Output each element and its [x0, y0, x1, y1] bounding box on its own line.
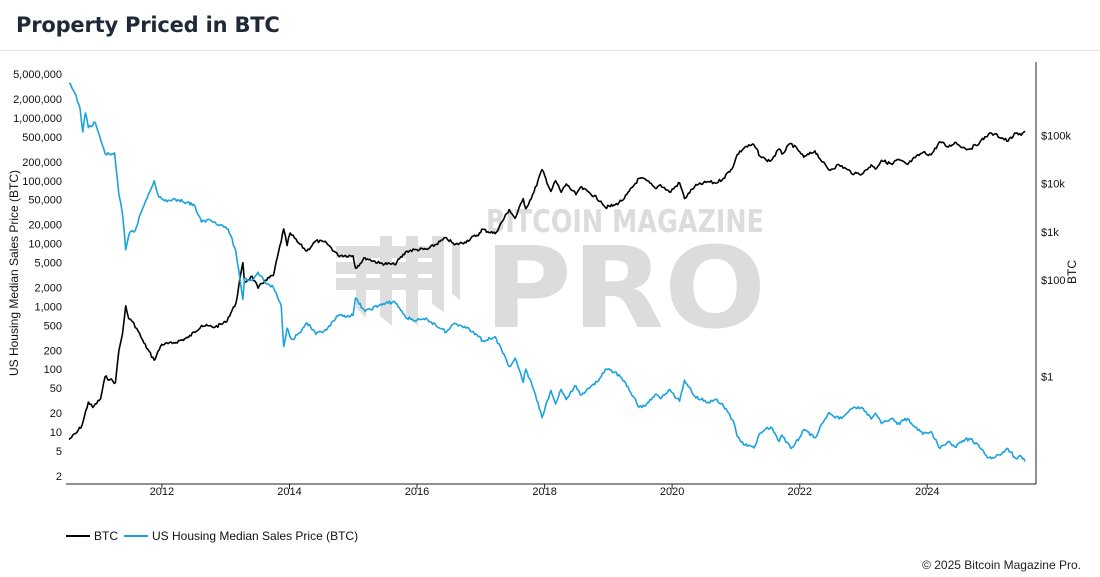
watermark: BITCOIN MAGAZINE PRO [336, 204, 766, 354]
left-axis-tick-label: 100 [44, 364, 62, 376]
right-axis-tick-label: $1k [1041, 227, 1059, 239]
chart-legend: BTC US Housing Median Sales Price (BTC) [66, 529, 364, 543]
left-axis-tick-label: 500,000 [22, 132, 62, 144]
right-axis-tick-label: $1 [1041, 372, 1053, 384]
left-axis-tick-label: 2 [56, 471, 62, 483]
page-title: Property Priced in BTC [16, 13, 280, 37]
x-axis-tick-label: 2012 [150, 486, 174, 498]
right-axis-title: BTC [1065, 260, 1079, 284]
x-axis-tick-label: 2018 [532, 486, 556, 498]
watermark-logo-mark [336, 236, 460, 326]
legend-item-housing[interactable]: US Housing Median Sales Price (BTC) [124, 529, 358, 543]
x-axis-tick-label: 2014 [277, 486, 301, 498]
right-axis-ticks: $1 $100 $1k $10k $100k [1041, 130, 1071, 383]
right-axis-tick-label: $100k [1041, 130, 1071, 142]
left-axis-tick-label: 50,000 [28, 195, 62, 207]
legend-item-btc[interactable]: BTC [66, 529, 118, 543]
watermark-line-2: PRO [484, 224, 766, 354]
left-axis-tick-label: 50 [50, 383, 62, 395]
series-housing-price-line[interactable] [68, 82, 1026, 462]
left-axis-tick-label: 1,000,000 [13, 113, 62, 125]
left-axis-tick-label: 1,000 [34, 301, 62, 313]
legend-swatch-housing [124, 535, 148, 537]
left-axis-tick-label: 500 [44, 320, 62, 332]
left-axis-tick-label: 10 [50, 427, 62, 439]
left-axis-tick-label: 20 [50, 408, 62, 420]
series-btc-line[interactable] [68, 130, 1026, 441]
left-axis-tick-label: 200,000 [22, 157, 62, 169]
x-axis-tick-label: 2022 [788, 486, 812, 498]
left-axis-tick-label: 200 [44, 345, 62, 357]
x-axis-tick-label: 2024 [915, 486, 939, 498]
left-axis-tick-label: 20,000 [28, 220, 62, 232]
left-axis-tick-label: 100,000 [22, 176, 62, 188]
right-axis-tick-label: $100 [1041, 275, 1065, 287]
left-axis-tick-label: 2,000,000 [13, 94, 62, 106]
left-axis-tick-label: 5,000,000 [13, 69, 62, 81]
left-axis-title: US Housing Median Sales Price (BTC) [7, 170, 21, 376]
left-axis-tick-label: 5 [56, 446, 62, 458]
x-axis-ticks: 2012 2014 2016 2018 2020 2022 2024 [150, 484, 939, 498]
watermark-line-1: BITCOIN MAGAZINE [486, 204, 764, 240]
x-axis-tick-label: 2016 [405, 486, 429, 498]
chart-header: Property Priced in BTC [0, 0, 1100, 51]
left-axis-tick-label: 5,000 [34, 257, 62, 269]
right-axis-tick-label: $10k [1041, 179, 1065, 191]
legend-label-housing: US Housing Median Sales Price (BTC) [152, 529, 359, 543]
left-axis-tick-label: 2,000 [34, 283, 62, 295]
legend-label-btc: BTC [94, 529, 118, 543]
legend-swatch-btc [66, 535, 90, 537]
x-axis-tick-label: 2020 [660, 486, 684, 498]
copyright-text: © 2025 Bitcoin Magazine Pro. [922, 558, 1081, 572]
series-layer [68, 82, 1026, 462]
left-axis-tick-label: 10,000 [28, 239, 62, 251]
left-axis-ticks: 2 5 10 20 50 100 200 500 1,000 2,000 5,000 10,000 20… [13, 69, 62, 483]
